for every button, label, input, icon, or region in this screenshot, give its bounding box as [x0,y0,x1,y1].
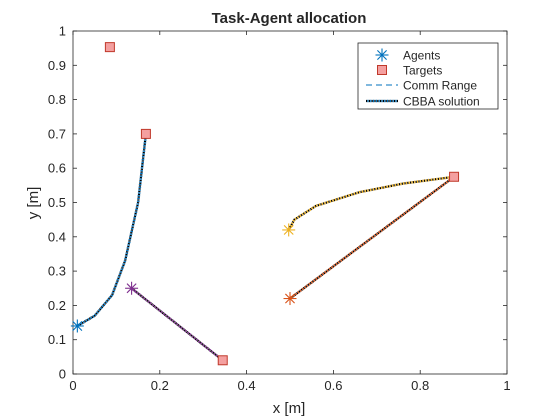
y-tick-label: 0.9 [48,58,66,73]
y-tick-label: 0.8 [48,92,66,107]
legend-entry-label: Agents [403,49,440,63]
cbba-path-underlay [289,175,455,300]
legend-entry-label: CBBA solution [403,95,480,109]
target-marker [104,42,115,53]
y-axis-label: y [m] [25,187,42,220]
legend-entry-label: Targets [403,64,442,78]
y-tick-label: 0.7 [48,126,66,141]
x-tick-label: 0 [69,378,76,393]
y-tick-label: 0.6 [48,161,66,176]
y-tick-label: 0.5 [48,195,66,210]
x-tick-label: 1 [503,378,510,393]
x-tick-label: 0.6 [324,378,342,393]
chart-title: Task-Agent allocation [212,10,367,27]
y-tick-label: 0 [59,367,66,382]
y-tick-label: 0.1 [48,332,66,347]
y-tick-label: 0.3 [48,264,66,279]
x-tick-label: 0.4 [238,378,256,393]
agent-marker [283,292,297,306]
target-marker [449,171,460,182]
agent-marker [282,223,296,237]
y-tick-label: 0.4 [48,229,66,244]
legend-agent-marker [375,48,389,62]
x-tick-label: 0.8 [411,378,429,393]
y-tick-label: 0.2 [48,298,66,313]
agent-marker [125,281,139,295]
target-marker [140,128,151,139]
cbba-path [130,287,224,362]
x-axis-label: x [m] [273,400,306,417]
x-tick-label: 0.2 [151,378,169,393]
cbba-path [289,175,455,300]
legend-entry-label: Comm Range [403,79,477,93]
legend-target-marker [377,65,387,75]
cbba-path-underlay [76,133,147,327]
y-tick-label: 1 [59,24,66,39]
agent-marker [70,319,84,333]
target-marker [217,355,228,366]
